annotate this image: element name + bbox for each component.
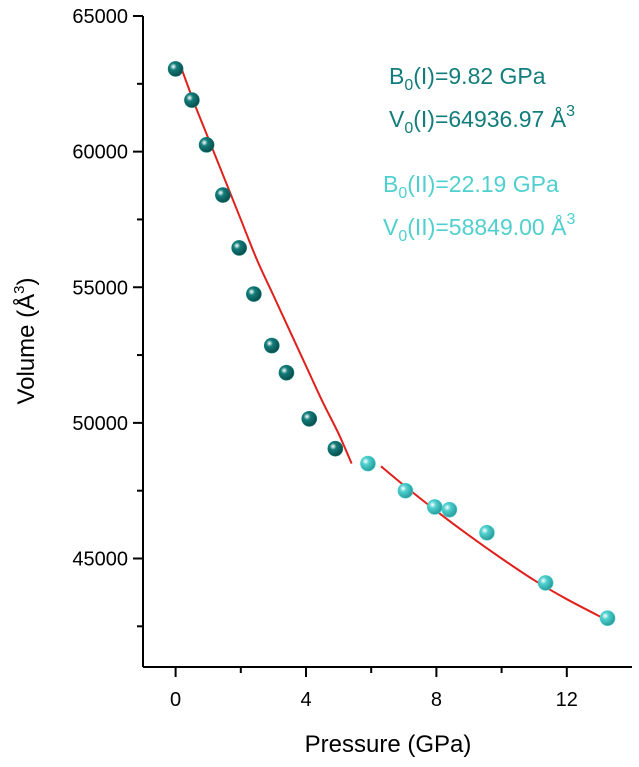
- y-tick-label: 55000: [72, 277, 128, 299]
- data-point: [537, 575, 554, 591]
- data-points: [167, 61, 616, 626]
- data-point: [167, 61, 184, 77]
- data-point: [198, 137, 215, 153]
- annotation-b0-phase-2: B0(II)=22.19 GPa: [383, 171, 559, 202]
- data-point: [231, 240, 247, 256]
- annotation-b0-phase-1: B0(I)=9.82 GPa: [389, 63, 546, 94]
- data-point: [301, 411, 318, 427]
- y-axis-title-main: Volume (Å: [12, 294, 40, 405]
- y-axis-title: Volume (Å3): [11, 277, 40, 404]
- annotation-v0-phase-2: V0(II)=58849.00 Å3: [383, 211, 575, 245]
- data-point: [441, 501, 458, 518]
- data-point: [246, 286, 262, 302]
- y-tick-label: 45000: [72, 549, 128, 571]
- axis-ticks: [133, 15, 568, 677]
- data-point: [479, 524, 495, 541]
- x-axis-title: Pressure (GPa): [305, 731, 472, 758]
- tick-labels: 0 4 8 12 45000 50000 55000 60000 65000: [72, 6, 578, 711]
- annotation-v0-phase-1: V0(I)=64936.97 Å3: [389, 103, 575, 137]
- x-tick-label: 12: [556, 689, 578, 711]
- y-tick-label: 50000: [72, 413, 128, 435]
- y-tick-label: 65000: [72, 6, 128, 28]
- data-point: [327, 440, 344, 457]
- y-axis-title-sup: 3: [11, 285, 28, 293]
- x-tick-label: 8: [431, 689, 442, 711]
- data-point: [397, 482, 414, 499]
- x-tick-label: 0: [170, 689, 181, 711]
- y-axis-title-close: ): [13, 277, 40, 285]
- data-point: [278, 364, 295, 381]
- x-tick-label: 4: [300, 689, 311, 711]
- data-point: [215, 187, 231, 203]
- data-point: [360, 455, 376, 472]
- fit-curve-2: [380, 465, 607, 621]
- fit-parameters: B0(I)=9.82 GPa V0(I)=64936.97 Å3 B0(II)=…: [383, 63, 575, 245]
- y-tick-label: 60000: [72, 142, 128, 164]
- data-point: [426, 499, 443, 515]
- data-point: [184, 92, 200, 108]
- fit-curve-1: [181, 69, 353, 464]
- data-point: [599, 610, 616, 626]
- fit-curves: [181, 69, 607, 621]
- data-point: [263, 337, 280, 354]
